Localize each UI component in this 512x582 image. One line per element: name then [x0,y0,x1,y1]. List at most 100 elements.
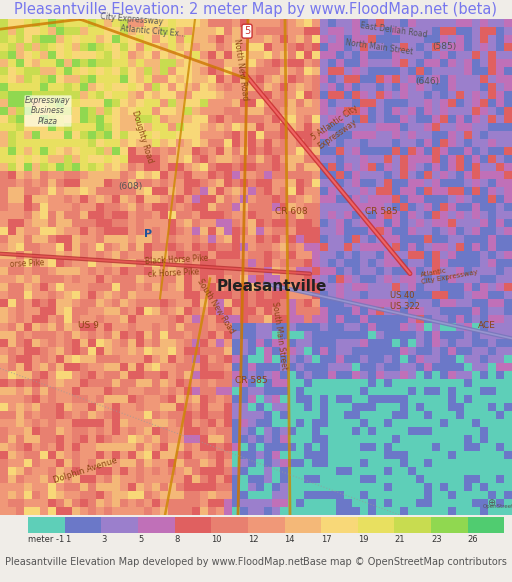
Text: 10: 10 [211,535,222,544]
Bar [72,59,80,68]
Bar [400,115,409,124]
Bar [464,75,473,84]
Bar [16,267,25,276]
Bar [240,139,248,148]
Bar [168,299,177,308]
Bar [96,227,104,236]
Bar [304,403,312,411]
Bar [136,219,144,228]
Bar [320,155,329,164]
Bar [224,427,232,435]
Bar [424,259,433,268]
Bar [304,499,312,508]
Bar [136,43,144,52]
Bar [296,203,305,212]
Bar [376,115,385,124]
Bar [472,299,480,308]
Bar [360,491,369,499]
Bar [312,91,321,100]
Text: 17: 17 [321,535,332,544]
Bar [320,67,329,76]
Bar [112,403,120,411]
Bar [56,99,65,108]
Bar [88,387,96,396]
Bar [80,131,89,140]
Bar [224,491,232,499]
Bar [120,235,129,244]
Bar [88,91,96,100]
Bar [120,227,129,236]
Bar [384,195,393,204]
Bar [112,35,120,44]
Bar [256,235,265,244]
Bar [352,371,360,379]
Bar [112,155,120,164]
Bar [328,475,336,484]
Bar [128,171,137,180]
Bar [296,483,305,492]
Bar [496,219,504,228]
Bar [496,115,504,124]
Bar [504,139,512,148]
Bar [128,299,137,308]
Bar [120,379,129,388]
Bar [240,307,248,315]
Bar [40,235,49,244]
Bar [256,443,265,452]
Bar [312,75,321,84]
Bar [432,451,440,460]
Bar [288,259,296,268]
Bar [168,227,177,236]
Bar [176,451,184,460]
Bar [424,91,433,100]
Bar [224,139,232,148]
Bar [224,155,232,164]
Bar [464,195,473,204]
Bar [360,355,369,364]
Bar [448,43,457,52]
Bar [440,227,449,236]
Bar [360,195,369,204]
Bar [288,91,296,100]
Bar [64,267,73,276]
Bar [400,275,409,283]
Bar [88,411,96,420]
Bar [392,211,400,219]
Bar [416,163,424,172]
Bar [208,427,217,435]
Bar [408,379,416,388]
Bar [488,83,497,92]
Bar [408,59,416,68]
Bar [280,427,288,435]
Bar [152,27,160,36]
Bar [352,219,360,228]
Bar [352,99,360,108]
Bar [360,243,369,251]
Bar [248,507,257,516]
Bar [424,307,433,315]
Bar [456,139,464,148]
Bar [344,91,352,100]
Bar [304,171,312,180]
Bar [24,155,32,164]
Bar [240,83,248,92]
Bar [144,195,153,204]
Bar [216,459,224,467]
Bar [400,355,409,364]
Bar [128,323,137,332]
Bar [40,299,49,308]
Bar [48,291,56,300]
Bar [352,451,360,460]
Bar [472,275,480,283]
Bar [144,51,153,60]
Bar [168,251,177,260]
Bar [368,363,376,372]
Bar [40,155,49,164]
Bar [96,259,104,268]
Bar [312,315,321,324]
Bar [344,147,352,155]
Bar [448,339,457,347]
Bar [328,211,336,219]
Bar [32,331,40,340]
Bar [360,235,369,244]
